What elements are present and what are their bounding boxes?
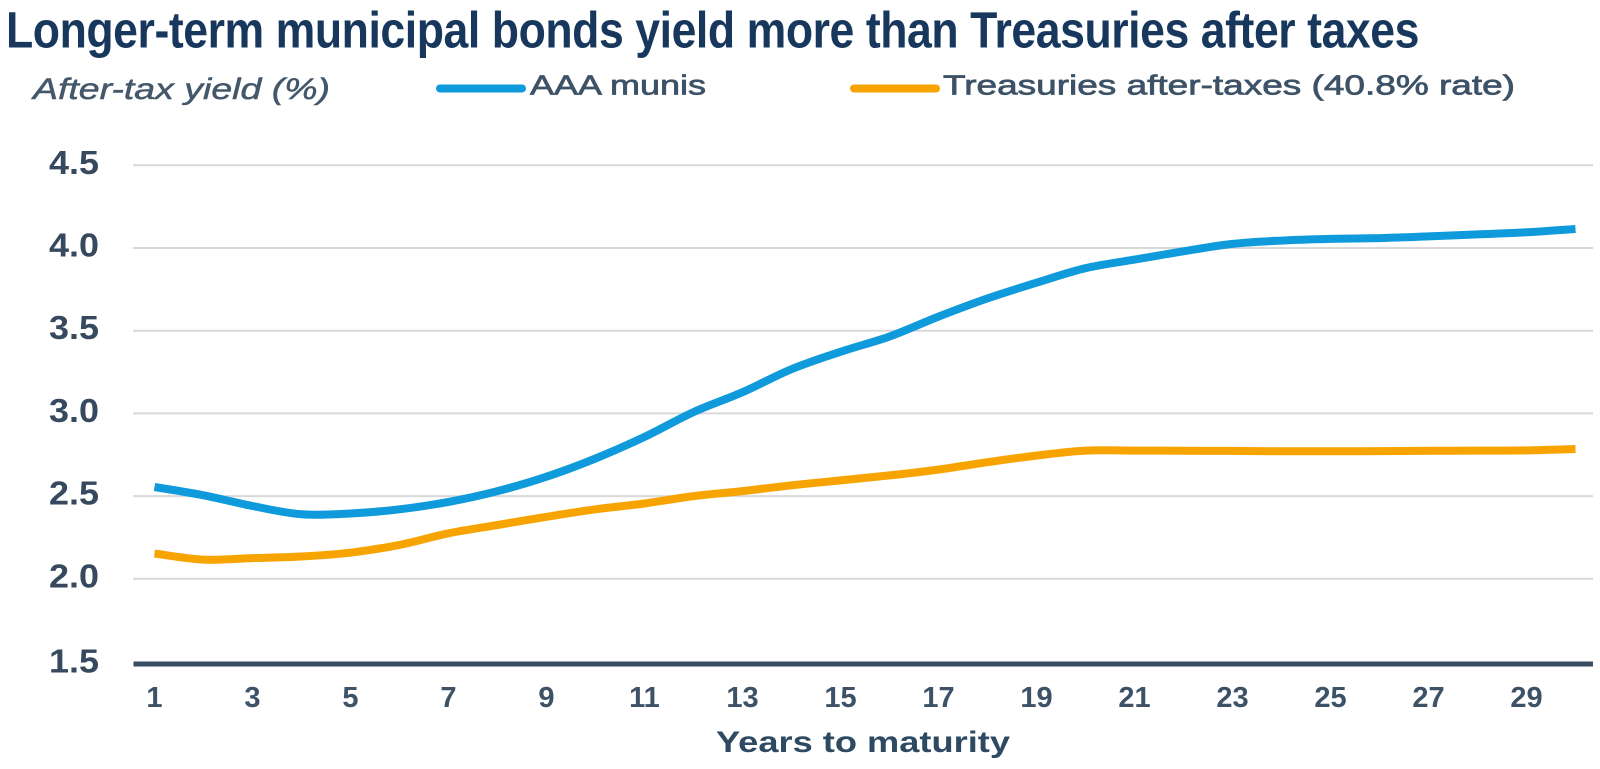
svg-text:21: 21 xyxy=(1118,682,1150,714)
svg-text:2.0: 2.0 xyxy=(49,557,99,594)
svg-text:Longer-term municipal bonds yi: Longer-term municipal bonds yield more t… xyxy=(6,2,1419,59)
svg-text:23: 23 xyxy=(1216,682,1248,714)
svg-text:AAA munis: AAA munis xyxy=(530,70,706,101)
svg-text:25: 25 xyxy=(1314,682,1346,714)
svg-text:13: 13 xyxy=(726,682,758,714)
svg-text:Treasuries after-taxes (40.8%: Treasuries after-taxes (40.8% rate) xyxy=(943,70,1515,101)
svg-text:5: 5 xyxy=(342,682,358,714)
svg-text:2.5: 2.5 xyxy=(49,475,99,512)
svg-text:3.0: 3.0 xyxy=(49,392,99,429)
svg-text:3: 3 xyxy=(244,682,260,714)
svg-text:27: 27 xyxy=(1412,682,1444,714)
svg-text:3.5: 3.5 xyxy=(49,309,99,346)
svg-text:17: 17 xyxy=(922,682,954,714)
svg-text:7: 7 xyxy=(440,682,456,714)
svg-text:1.5: 1.5 xyxy=(49,643,99,680)
svg-text:4.0: 4.0 xyxy=(49,227,99,264)
svg-text:1: 1 xyxy=(146,682,162,714)
svg-text:19: 19 xyxy=(1020,682,1052,714)
svg-text:11: 11 xyxy=(629,682,660,714)
svg-text:29: 29 xyxy=(1510,682,1542,714)
svg-text:Years to maturity: Years to maturity xyxy=(716,726,1010,759)
svg-text:15: 15 xyxy=(824,682,856,714)
svg-text:9: 9 xyxy=(538,682,554,714)
svg-text:4.5: 4.5 xyxy=(49,144,99,181)
svg-text:After-tax yield (%): After-tax yield (%) xyxy=(31,73,330,106)
